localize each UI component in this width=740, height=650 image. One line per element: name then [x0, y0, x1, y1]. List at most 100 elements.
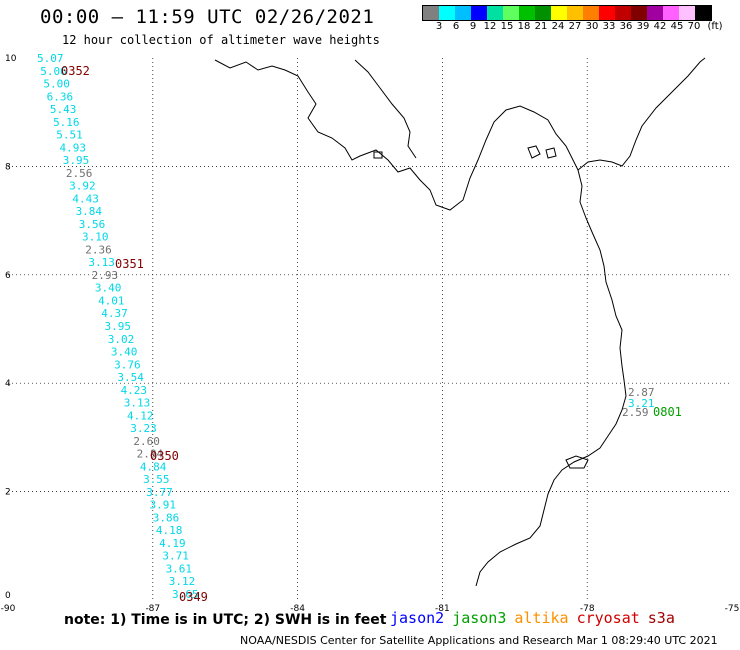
bay-island — [565, 455, 589, 469]
colorbar-tick-label: 18 — [517, 21, 531, 32]
swh-reading: 3.84 — [76, 205, 103, 218]
colorbar-swatch — [551, 6, 567, 20]
colorbar-swatch — [471, 6, 487, 20]
colorbar-tick-label: 36 — [619, 21, 633, 32]
pass-time-label: 0801 — [653, 405, 682, 419]
swh-reading: 5.07 — [37, 52, 64, 65]
swh-reading: 4.37 — [101, 307, 128, 320]
colorbar-tick-label: 3 — [435, 21, 443, 32]
swh-reading: 4.01 — [98, 294, 125, 307]
west-altimeter-track: 5.075.065.006.365.435.165.514.933.952.56… — [37, 52, 208, 604]
swh-reading: 5.06 — [40, 65, 67, 78]
swh-reading: 2.56 — [66, 167, 93, 180]
colorbar-swatch — [423, 6, 439, 20]
swh-reading: 3.23 — [130, 422, 157, 435]
swh-reading: 6.36 — [47, 90, 73, 103]
longitude-tick-label: -90 — [1, 604, 16, 614]
colorbar-tick-label: 9 — [469, 21, 477, 32]
swh-reading: 2.36 — [85, 243, 112, 256]
swh-reading: 3.56 — [79, 218, 106, 231]
swh-reading: 5.43 — [50, 103, 77, 116]
lake-islands — [373, 145, 557, 159]
colorbar-tick-label: (ft) — [707, 21, 723, 32]
colorbar-tick-label: 33 — [602, 21, 616, 32]
colorbar-tick-labels: 3 6 9 12 15 18 21 24 27 30 33 36 39 42 45 70 (ft) — [422, 21, 728, 35]
swh-reading: 3.91 — [150, 499, 177, 512]
lat-lon-grid: -90 -87 -84 -81 -78 -75 0 2 4 6 8 10 — [1, 54, 740, 614]
pass-time-label: 0352 — [61, 64, 90, 78]
colorbar-tick-label: 24 — [551, 21, 565, 32]
swh-reading: 2.84 — [137, 448, 164, 461]
colorbar-swatch — [679, 6, 695, 20]
swh-reading: 3.71 — [162, 550, 189, 563]
legend-s3a: s3a — [647, 609, 675, 627]
swh-reading: 3.95 — [63, 154, 90, 167]
swh-reading: 3.77 — [146, 486, 173, 499]
latitude-tick-label: 6 — [5, 271, 11, 281]
colorbar-swatch — [439, 6, 455, 20]
swh-reading: 4.19 — [159, 537, 186, 550]
colorbar-swatch — [487, 6, 503, 20]
swh-reading: 2.93 — [92, 269, 119, 282]
latitude-tick-label: 4 — [5, 379, 11, 389]
pass-time-label: 0350 — [150, 449, 179, 463]
swh-reading: 4.12 — [127, 409, 154, 422]
swh-reading: 5.00 — [43, 78, 70, 91]
latitude-tick-label: 2 — [5, 488, 11, 498]
legend-altika: altika — [514, 609, 569, 627]
swh-reading: 3.55 — [143, 473, 170, 486]
colorbar-tick-label: 45 — [670, 21, 684, 32]
swh-reading: 3.40 — [111, 346, 138, 359]
colorbar-swatch — [535, 6, 551, 20]
colorbar-swatch — [695, 6, 711, 20]
colorbar-tick-label: 15 — [500, 21, 514, 32]
swh-reading: 3.76 — [114, 358, 140, 371]
longitude-tick-label: -84 — [290, 604, 305, 614]
coastline — [214, 57, 706, 587]
swh-reading: 3.86 — [153, 511, 180, 524]
longitude-tick-label: -75 — [725, 604, 740, 614]
colorbar-swatch — [631, 6, 647, 20]
swh-reading: 5.16 — [53, 116, 79, 129]
latitude-tick-label: 0 — [5, 591, 11, 601]
colorbar-tick-label: 70 — [687, 21, 701, 32]
map-title: 00:00 – 11:59 UTC 02/26/2021 — [40, 6, 375, 28]
swh-reading: 3.92 — [69, 180, 96, 193]
north-coast — [214, 57, 706, 211]
swh-reading: 2.59 — [622, 406, 649, 419]
swh-reading: 3.02 — [108, 333, 135, 346]
east-altimeter-track: 2.873.212.59 0801 — [622, 386, 682, 419]
colorbar-tick-label: 6 — [452, 21, 460, 32]
swh-reading: 4.84 — [140, 460, 167, 473]
colorbar-tick-label: 27 — [568, 21, 582, 32]
colorbar-tick-label: 39 — [636, 21, 650, 32]
colorbar-swatch — [615, 6, 631, 20]
swh-reading: 4.23 — [121, 384, 148, 397]
swh-reading: 2.87 — [628, 386, 655, 399]
longitude-tick-label: -78 — [580, 604, 595, 614]
swh-reading: 3.40 — [95, 282, 122, 295]
latitude-tick-label: 10 — [5, 54, 17, 64]
swh-reading: 3.12 — [169, 575, 196, 588]
swh-reading: 3.10 — [82, 231, 109, 244]
swh-reading: 2.60 — [133, 435, 160, 448]
colorbar-tick-label: 21 — [534, 21, 548, 32]
swh-reading: 5.51 — [56, 129, 83, 142]
legend-jason2: jason2 — [390, 609, 445, 627]
central-coast — [354, 59, 417, 159]
colorbar-swatch — [455, 6, 471, 20]
legend-cryosat: cryosat — [576, 609, 640, 627]
swh-reading: 4.43 — [72, 192, 99, 205]
colorbar-tick-label: 42 — [653, 21, 667, 32]
swh-reading: 4.93 — [60, 141, 87, 154]
credit-line: NOAA/NESDIS Center for Satellite Applica… — [240, 634, 718, 647]
footer-note: note: 1) Time is in UTC; 2) SWH is in fe… — [64, 612, 387, 628]
pass-time-label: 0351 — [115, 257, 144, 271]
swh-reading: 3.13 — [88, 256, 115, 269]
colorbar-swatch — [599, 6, 615, 20]
legend-jason3: jason3 — [452, 609, 507, 627]
swh-reading: 3.61 — [166, 562, 193, 575]
satellite-legend: jason2 jason3 altika cryosat s3a — [390, 609, 683, 627]
swh-reading: 3.13 — [124, 397, 150, 410]
